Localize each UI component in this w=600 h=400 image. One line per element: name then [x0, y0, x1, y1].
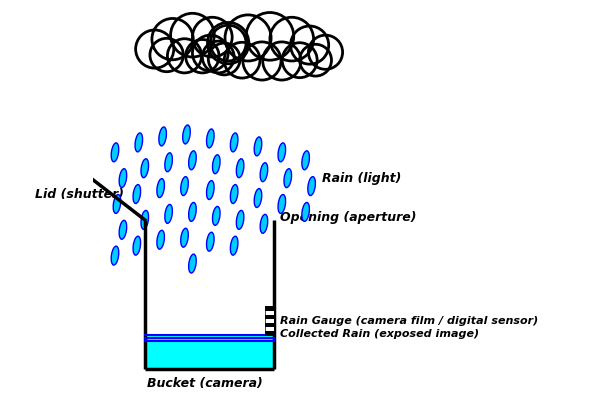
Circle shape: [224, 42, 260, 78]
Ellipse shape: [188, 202, 196, 221]
Ellipse shape: [230, 184, 238, 204]
Ellipse shape: [133, 184, 140, 204]
Text: Rain Gauge (camera film / digital sensor): Rain Gauge (camera film / digital sensor…: [280, 316, 538, 326]
Circle shape: [193, 35, 228, 71]
Text: Collected Rain (exposed image): Collected Rain (exposed image): [280, 329, 479, 339]
Ellipse shape: [141, 210, 149, 229]
Circle shape: [225, 15, 271, 61]
Ellipse shape: [181, 228, 188, 247]
Ellipse shape: [236, 159, 244, 178]
Text: Lid (shutter): Lid (shutter): [35, 188, 124, 200]
Ellipse shape: [181, 177, 188, 196]
Ellipse shape: [165, 153, 172, 172]
Ellipse shape: [212, 155, 220, 174]
Ellipse shape: [188, 254, 196, 273]
Ellipse shape: [157, 179, 164, 198]
Circle shape: [282, 43, 317, 78]
Text: Opening (aperture): Opening (aperture): [280, 211, 416, 224]
Circle shape: [202, 41, 234, 73]
Bar: [265, 306, 274, 310]
Ellipse shape: [284, 169, 292, 188]
Bar: [265, 323, 274, 327]
Ellipse shape: [183, 125, 190, 144]
Ellipse shape: [254, 188, 262, 208]
Ellipse shape: [260, 214, 268, 233]
Ellipse shape: [278, 143, 286, 162]
Circle shape: [211, 25, 246, 61]
Ellipse shape: [302, 202, 310, 221]
Ellipse shape: [206, 232, 214, 251]
Circle shape: [308, 35, 343, 69]
Circle shape: [185, 40, 219, 73]
Circle shape: [290, 26, 329, 64]
Ellipse shape: [157, 230, 164, 249]
Ellipse shape: [308, 177, 316, 196]
Ellipse shape: [113, 194, 121, 214]
Bar: [265, 306, 274, 335]
Text: Bucket (camera): Bucket (camera): [148, 378, 263, 390]
Circle shape: [246, 12, 294, 60]
Ellipse shape: [188, 151, 196, 170]
Bar: [265, 327, 274, 331]
Ellipse shape: [278, 194, 286, 214]
Bar: [265, 319, 274, 323]
Ellipse shape: [230, 133, 238, 152]
Circle shape: [170, 13, 214, 57]
Ellipse shape: [133, 236, 140, 255]
Ellipse shape: [119, 169, 127, 188]
Circle shape: [167, 39, 202, 73]
Ellipse shape: [236, 210, 244, 229]
Ellipse shape: [165, 204, 172, 223]
Ellipse shape: [119, 220, 127, 239]
Ellipse shape: [206, 129, 214, 148]
Circle shape: [208, 22, 249, 64]
Bar: [265, 331, 274, 335]
Bar: [145, 335, 274, 369]
Ellipse shape: [111, 143, 119, 162]
Ellipse shape: [135, 133, 143, 152]
Ellipse shape: [260, 163, 268, 182]
Ellipse shape: [159, 127, 166, 146]
Bar: [265, 315, 274, 319]
Circle shape: [263, 42, 301, 80]
Circle shape: [270, 17, 314, 61]
Circle shape: [208, 43, 240, 75]
Circle shape: [152, 18, 193, 60]
Circle shape: [243, 42, 281, 80]
Ellipse shape: [212, 206, 220, 225]
Circle shape: [193, 17, 232, 57]
Circle shape: [150, 38, 184, 72]
Text: Rain (light): Rain (light): [322, 172, 401, 185]
Ellipse shape: [206, 181, 214, 200]
Ellipse shape: [230, 236, 238, 255]
Ellipse shape: [111, 246, 119, 265]
Ellipse shape: [141, 159, 149, 178]
Circle shape: [299, 44, 331, 76]
Bar: [265, 310, 274, 315]
Ellipse shape: [302, 151, 310, 170]
Ellipse shape: [254, 137, 262, 156]
Circle shape: [136, 30, 174, 68]
